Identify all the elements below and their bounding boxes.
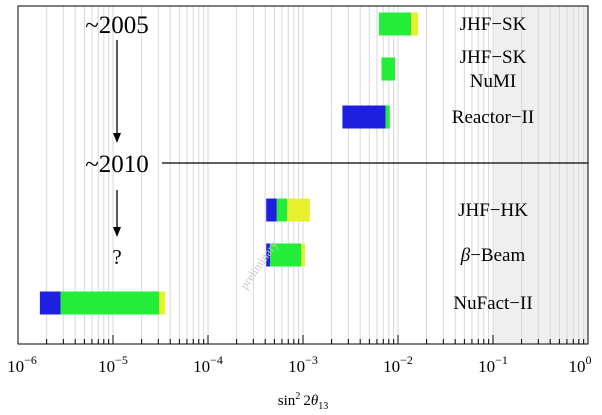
experiment-label: JHF−HK bbox=[458, 200, 528, 221]
x-axis-label: sin2 2θ13 bbox=[278, 391, 328, 412]
arrow-head bbox=[113, 133, 121, 143]
grid-lines bbox=[17, 6, 585, 344]
x-tick-label: 100 bbox=[569, 353, 592, 376]
experiment-label: β−Beam bbox=[460, 245, 526, 266]
bar-segment-green bbox=[378, 12, 411, 36]
bar-segment-green bbox=[385, 105, 390, 129]
experiment-label: Reactor−II bbox=[452, 107, 534, 128]
question-mark: ? bbox=[112, 245, 121, 269]
experiment-label: NuFact−II bbox=[453, 293, 532, 314]
experiment-labels: JHF−SK JHF−SK NuMI Reactor−II JHF−HK β−Beam Nu… bbox=[452, 14, 534, 314]
bars-group bbox=[39, 12, 419, 315]
bar-segment-green bbox=[381, 57, 396, 81]
experiment-label: JHF−SK bbox=[460, 47, 527, 68]
bar-segment-blue bbox=[266, 243, 271, 267]
experiment-label: NuMI bbox=[470, 71, 516, 92]
bar-segment-green bbox=[270, 243, 302, 267]
bar-segment-yellow bbox=[159, 291, 166, 315]
bar-segment-blue bbox=[266, 198, 277, 222]
bar-segment-blue bbox=[342, 105, 386, 129]
bar-segment-green bbox=[276, 198, 288, 222]
x-tick-label: 10−4 bbox=[193, 353, 223, 376]
bar-segment-yellow bbox=[410, 12, 419, 36]
x-tick-label: 10−3 bbox=[288, 353, 318, 376]
era-label: ~2005 bbox=[85, 12, 149, 39]
bar-segment-blue bbox=[39, 291, 61, 315]
x-tick-label: 10−5 bbox=[98, 353, 128, 376]
bar-segment-green bbox=[60, 291, 160, 315]
x-tick-label: 10−1 bbox=[478, 353, 508, 376]
arrow-head bbox=[113, 227, 121, 237]
bar-segment-yellow bbox=[301, 243, 306, 267]
x-tick-label: 10−6 bbox=[7, 353, 37, 376]
x-axis-ticks: 10−6 10−5 10−4 10−3 10−2 10−1 100 bbox=[7, 335, 592, 376]
bar-segment-yellow bbox=[287, 198, 310, 222]
era-annotations: ~2005 ~2010? bbox=[85, 12, 588, 269]
experiment-label: JHF−SK bbox=[460, 14, 527, 35]
x-tick-label: 10−2 bbox=[383, 353, 413, 376]
era-label: ~2010 bbox=[85, 151, 149, 178]
excluded-region-shade bbox=[493, 6, 588, 344]
